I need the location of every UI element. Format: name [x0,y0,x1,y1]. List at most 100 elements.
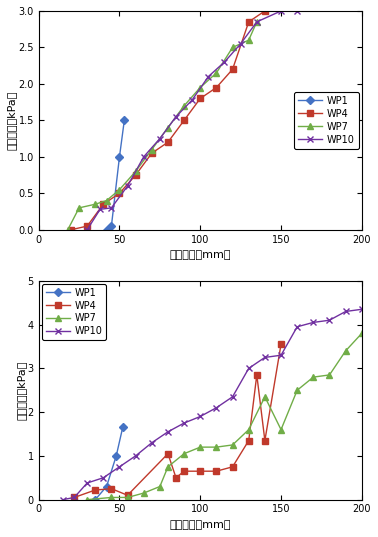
WP7 [150,146,154,153]
WP7 [343,347,348,354]
WP7 [198,84,203,91]
WP4 [150,150,154,156]
WP10 [206,74,211,80]
WP10 [279,352,283,359]
WP7 [327,372,332,378]
WP4 [230,66,235,72]
WP7 [93,201,98,207]
WP4 [125,492,130,498]
WP10 [158,135,162,142]
WP7 [141,490,146,496]
WP10 [343,308,348,315]
Line: WP4: WP4 [71,342,284,500]
WP4 [72,494,76,500]
WP7 [230,44,235,50]
WP10 [230,394,235,400]
WP10 [166,429,170,435]
WP4 [101,201,105,207]
Line: WP10: WP10 [84,8,301,233]
WP7 [279,426,283,433]
WP4 [198,95,203,101]
WP10 [98,206,102,213]
WP7 [230,442,235,448]
X-axis label: 土被り厚（mm）: 土被り厚（mm） [169,250,231,260]
WP7 [246,37,251,43]
Legend: WP1, WP4, WP7, WP10: WP1, WP4, WP7, WP10 [42,284,107,340]
WP4 [263,437,267,444]
Legend: WP1, WP4, WP7, WP10: WP1, WP4, WP7, WP10 [294,92,359,149]
Y-axis label: 有効応力（kPa）: 有効応力（kPa） [7,91,17,150]
WP4 [93,487,98,493]
Line: WP4: WP4 [68,8,268,233]
WP7 [65,227,70,233]
Line: WP7: WP7 [65,19,260,233]
WP4 [230,463,235,470]
WP10 [359,306,364,313]
WP10 [239,40,243,47]
WP7 [182,451,186,457]
WP10 [72,494,76,500]
WP7 [166,125,170,131]
WP4 [214,468,219,474]
WP1 [104,227,109,233]
Line: WP1: WP1 [104,118,127,233]
WP10 [198,413,203,420]
WP1 [117,154,122,160]
Line: WP10: WP10 [59,306,365,503]
WP4 [198,468,203,474]
WP4 [166,139,170,146]
Line: WP1: WP1 [93,425,125,503]
WP10 [214,404,219,411]
WP10 [222,59,227,65]
WP1 [109,223,114,229]
WP10 [174,113,178,120]
WP10 [295,8,299,14]
WP10 [117,463,122,470]
WP10 [125,183,130,189]
Y-axis label: 有効応力（kPa）: 有効応力（kPa） [16,360,26,420]
WP4 [69,227,73,233]
WP7 [198,444,203,451]
WP10 [60,496,65,503]
WP4 [109,485,114,492]
WP4 [133,172,138,178]
WP7 [109,494,114,500]
WP1 [122,117,127,124]
WP4 [214,84,219,91]
WP4 [246,19,251,25]
WP7 [311,374,316,380]
WP7 [263,394,267,400]
WP10 [133,453,138,459]
WP10 [311,319,316,325]
WP7 [214,444,219,451]
WP4 [166,451,170,457]
WP7 [104,198,109,204]
WP4 [279,341,283,347]
WP10 [254,19,259,25]
WP7 [214,70,219,76]
WP10 [263,354,267,361]
WP7 [254,19,259,25]
WP10 [190,97,194,103]
WP1 [121,424,125,431]
WP7 [117,186,122,193]
Line: WP7: WP7 [84,331,365,503]
WP10 [109,205,114,211]
WP4 [254,372,259,378]
WP10 [327,317,332,323]
WP4 [117,190,122,197]
WP4 [174,475,178,481]
WP1 [93,496,98,503]
WP1 [104,483,109,490]
WP7 [133,168,138,175]
WP7 [295,387,299,394]
WP1 [114,453,119,459]
X-axis label: 土被り厚（mm）: 土被り厚（mm） [169,520,231,530]
WP7 [246,426,251,433]
WP7 [166,463,170,470]
WP7 [125,494,130,500]
WP4 [85,223,90,229]
WP10 [246,365,251,372]
WP7 [77,205,81,211]
WP4 [182,468,186,474]
